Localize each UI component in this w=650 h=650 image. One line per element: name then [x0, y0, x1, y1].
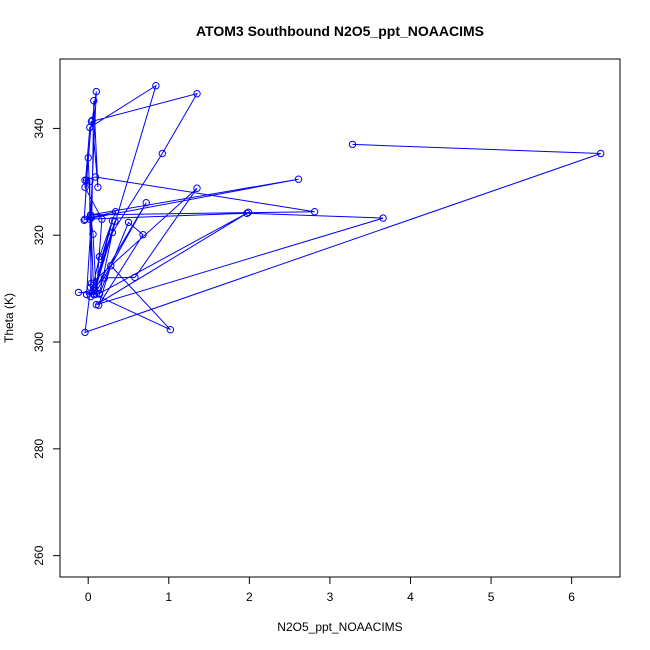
data-point — [294, 175, 303, 183]
data-point — [82, 290, 91, 299]
data-point — [87, 117, 96, 126]
data-point — [92, 300, 101, 309]
x-tick-label: 1 — [165, 590, 172, 604]
data-point — [348, 140, 357, 149]
y-tick-label: 300 — [32, 332, 46, 352]
data-point — [86, 292, 95, 301]
x-axis: 0 1 2 3 4 5 6 — [85, 577, 575, 604]
data-point — [95, 252, 104, 261]
data-point — [152, 82, 160, 90]
data-point — [379, 214, 387, 222]
data-point — [86, 215, 94, 223]
y-axis-label: Theta (K) — [2, 293, 16, 343]
data-point — [193, 90, 201, 98]
y-tick-label: 260 — [32, 545, 46, 565]
data-point — [310, 208, 319, 216]
data-point — [80, 216, 88, 225]
data-point — [74, 288, 83, 297]
data-point — [81, 183, 89, 191]
data-point — [100, 274, 109, 282]
data-point — [95, 289, 104, 298]
x-tick-label: 4 — [407, 590, 414, 604]
x-tick-label: 0 — [85, 590, 92, 604]
data-point — [111, 217, 119, 226]
data-point — [86, 177, 94, 186]
series-line — [78, 84, 601, 334]
data-point — [193, 184, 201, 192]
data-point — [90, 97, 98, 105]
data-point — [98, 215, 106, 223]
data-point — [124, 218, 133, 227]
data-point — [89, 230, 97, 238]
data-point — [87, 279, 96, 287]
data-point — [243, 209, 251, 218]
data-point — [86, 283, 95, 292]
data-point — [244, 208, 253, 217]
data-point — [94, 183, 102, 191]
x-axis-label: N2O5_ppt_NOAACIMS — [277, 620, 402, 634]
data-point — [166, 326, 175, 334]
y-axis: 260 280 300 320 340 — [32, 118, 60, 566]
x-tick-label: 3 — [327, 590, 334, 604]
x-tick-label: 2 — [246, 590, 253, 604]
plot-frame — [59, 58, 621, 578]
data-point — [108, 228, 117, 237]
data-point — [111, 208, 120, 216]
data-point — [81, 176, 89, 184]
data-point — [597, 149, 605, 158]
data-point — [139, 231, 147, 239]
data-point — [84, 154, 92, 162]
chart-title: ATOM3 Southbound N2O5_ppt_NOAACIMS — [196, 23, 484, 39]
data-point — [90, 290, 99, 299]
data-point — [88, 116, 96, 125]
data-point — [81, 215, 89, 223]
y-tick-label: 280 — [32, 439, 46, 459]
series-layer — [74, 82, 605, 337]
data-point — [86, 211, 95, 219]
y-tick-label: 340 — [32, 118, 46, 138]
x-tick-label: 5 — [488, 590, 495, 604]
data-point — [158, 149, 167, 158]
data-point — [131, 273, 139, 282]
data-point — [107, 262, 115, 270]
data-point — [81, 328, 89, 337]
data-point — [142, 199, 150, 207]
data-point — [91, 173, 100, 181]
y-tick-label: 320 — [32, 225, 46, 245]
x-tick-label: 6 — [568, 590, 575, 604]
data-point — [92, 87, 101, 96]
